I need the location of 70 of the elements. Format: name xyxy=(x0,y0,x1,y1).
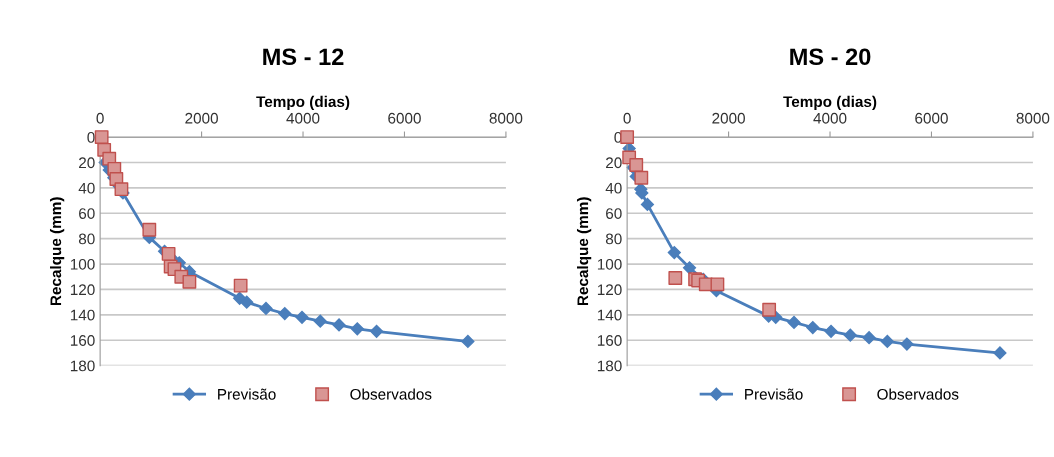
y-tick-label: 120 xyxy=(597,284,622,296)
x-tick-label: 0 xyxy=(623,112,631,124)
x-tick-label: 2000 xyxy=(712,112,745,124)
y-tick-label: 140 xyxy=(70,309,95,321)
point xyxy=(313,314,327,328)
x-tick-label: 8000 xyxy=(1016,112,1050,124)
point xyxy=(762,302,777,317)
point xyxy=(843,328,857,342)
point xyxy=(278,306,292,321)
x-tick-label: 6000 xyxy=(388,112,421,124)
y-tick-label: 60 xyxy=(79,208,95,219)
x-tick-label: 4000 xyxy=(286,112,320,124)
y-tick-label: 140 xyxy=(597,309,622,321)
point xyxy=(900,337,914,351)
y-tick-label: 120 xyxy=(70,284,95,296)
y-tick-label: 180 xyxy=(70,360,95,372)
y-tick-label: 20 xyxy=(79,157,95,169)
point xyxy=(620,130,635,145)
y-tick-label: 40 xyxy=(78,182,95,194)
point xyxy=(787,315,801,330)
point xyxy=(824,324,838,338)
point xyxy=(634,170,649,185)
x-axis-title: Tempo (dias) xyxy=(256,95,350,111)
x-axis-title: Tempo (dias) xyxy=(783,95,877,111)
point xyxy=(233,278,248,293)
point xyxy=(161,246,176,261)
x-tick-label: 2000 xyxy=(185,112,218,124)
point xyxy=(682,261,697,275)
x-tick-label: 8000 xyxy=(489,112,523,124)
y-tick-label: 100 xyxy=(70,258,95,270)
legend-label: Observados xyxy=(350,388,432,400)
point xyxy=(640,197,655,211)
point xyxy=(880,334,894,349)
y-tick-label: 160 xyxy=(597,335,622,346)
point xyxy=(667,246,681,260)
point xyxy=(668,271,683,285)
legend-label: Observados xyxy=(877,388,959,400)
point xyxy=(993,346,1007,360)
y-tick-label: 80 xyxy=(605,233,622,245)
point xyxy=(710,277,725,292)
legend-label: Previsão xyxy=(745,388,803,400)
legend-label: Previsão xyxy=(218,388,276,400)
point xyxy=(295,310,309,324)
y-tick-label: 100 xyxy=(597,258,622,270)
y-tick-label: 80 xyxy=(78,233,95,245)
y-tick-label: 60 xyxy=(606,208,622,219)
point xyxy=(350,322,364,336)
point xyxy=(94,130,109,145)
point xyxy=(240,295,254,309)
y-tick-label: 20 xyxy=(606,157,622,169)
x-tick-label: 0 xyxy=(96,112,104,124)
x-tick-label: 4000 xyxy=(813,112,847,124)
point xyxy=(332,318,346,332)
point xyxy=(142,222,157,237)
point xyxy=(862,331,876,345)
y-axis-title: Recalque (mm) xyxy=(576,197,592,306)
point xyxy=(114,182,129,197)
point xyxy=(259,301,273,316)
point xyxy=(461,334,475,349)
point xyxy=(182,274,197,289)
y-axis-title: Recalque (mm) xyxy=(49,197,65,306)
y-tick-label: 40 xyxy=(605,182,622,194)
x-tick-label: 6000 xyxy=(915,112,948,124)
y-tick-label: 180 xyxy=(597,360,622,372)
point xyxy=(369,324,384,338)
point xyxy=(806,320,820,335)
y-tick-label: 0 xyxy=(87,131,95,143)
chart-title: MS - 12 xyxy=(263,48,344,66)
chart-title: MS - 20 xyxy=(790,48,871,66)
y-tick-label: 160 xyxy=(70,335,95,346)
